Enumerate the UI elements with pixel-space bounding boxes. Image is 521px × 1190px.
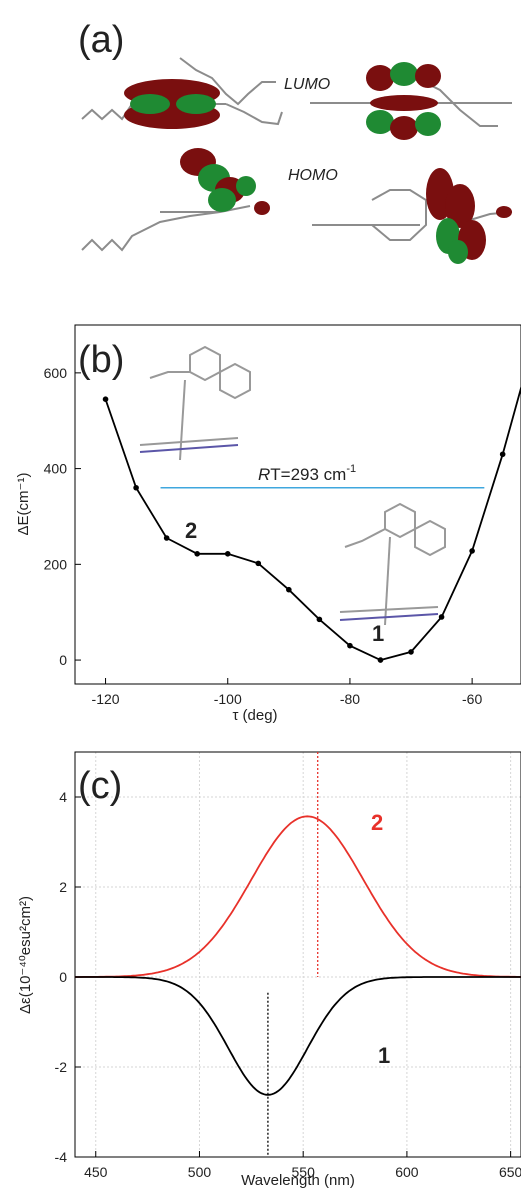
lobe bbox=[370, 95, 438, 111]
inset-molecule-2 bbox=[139, 345, 251, 461]
molecular-orbital-image bbox=[81, 57, 513, 264]
data-point bbox=[499, 451, 506, 458]
y-tick-label: -4 bbox=[55, 1149, 68, 1165]
x-tick-label: -100 bbox=[214, 691, 242, 707]
data-point bbox=[194, 551, 200, 557]
panel-c: 450 500 550 600 650 -4 -2 0 2 4 (c) 2 1 Wavelengt… bbox=[17, 751, 521, 1189]
state-label-2: 2 bbox=[185, 518, 197, 543]
rt-label: RT=293 cm-1 bbox=[258, 463, 356, 484]
rt-label-italic: R bbox=[258, 465, 270, 484]
y-tick-label: 0 bbox=[59, 969, 67, 985]
y-tick-label: 0 bbox=[59, 652, 67, 668]
y-axis-title: ΔE(cm⁻¹) bbox=[15, 473, 32, 536]
lobe bbox=[415, 112, 441, 136]
y-tick-label: 2 bbox=[59, 879, 67, 895]
lobe bbox=[390, 62, 418, 86]
state-label-2: 2 bbox=[371, 810, 383, 835]
x-tick-label: 450 bbox=[84, 1164, 108, 1180]
rt-label-sup: -1 bbox=[346, 463, 356, 475]
data-point bbox=[316, 616, 323, 623]
x-axis-title: Wavelength (nm) bbox=[241, 1172, 355, 1189]
data-point bbox=[286, 586, 292, 593]
y-axis-title: Δε(10⁻⁴⁰esu²cm²) bbox=[17, 896, 34, 1014]
series-1-line bbox=[75, 976, 521, 1096]
rt-text: RT=293 cm-1 bbox=[258, 463, 356, 484]
lobe bbox=[366, 110, 394, 134]
x-tick-label: -120 bbox=[92, 691, 120, 707]
homo-label: HOMO bbox=[288, 167, 338, 184]
molecule-homo-left bbox=[81, 205, 251, 252]
series-group bbox=[75, 752, 521, 1157]
series-2-line bbox=[75, 815, 521, 978]
data-point bbox=[102, 396, 109, 402]
series-energy-line bbox=[104, 384, 521, 662]
lobe bbox=[176, 94, 216, 114]
data-point bbox=[224, 551, 231, 557]
data-point bbox=[377, 657, 384, 663]
series-energy bbox=[102, 384, 521, 663]
panel-a-letter: (a) bbox=[78, 19, 124, 61]
lobe bbox=[130, 94, 170, 114]
panel-c-letter: (c) bbox=[78, 765, 122, 807]
state-label-1: 1 bbox=[372, 621, 384, 646]
data-point bbox=[255, 560, 262, 567]
data-point bbox=[163, 535, 170, 541]
y-tick-label: 200 bbox=[44, 556, 68, 572]
y-tick-label: 600 bbox=[44, 365, 68, 381]
lobe bbox=[236, 176, 256, 196]
lobe bbox=[496, 206, 512, 218]
lobe bbox=[390, 116, 418, 140]
lobe bbox=[254, 201, 270, 215]
panel-b-letter: (b) bbox=[78, 339, 124, 381]
data-point bbox=[347, 642, 353, 649]
x-tick-label: 600 bbox=[395, 1164, 419, 1180]
data-point bbox=[408, 649, 414, 655]
plot-frame bbox=[74, 324, 521, 685]
y-tick-label: 4 bbox=[59, 789, 67, 805]
lumo-label: LUMO bbox=[284, 76, 330, 93]
x-tick-label: -60 bbox=[462, 691, 482, 707]
lobe bbox=[208, 188, 236, 212]
plot-frame bbox=[74, 751, 521, 1158]
data-point bbox=[469, 548, 475, 554]
x-tick-label: 550 bbox=[292, 1164, 316, 1180]
x-tick-label: 650 bbox=[499, 1164, 521, 1180]
x-axis-title: τ (deg) bbox=[232, 707, 277, 724]
x-tick-label: -80 bbox=[340, 691, 360, 707]
lobe bbox=[415, 64, 441, 88]
y-tick-label: 400 bbox=[44, 461, 68, 477]
lobe bbox=[366, 65, 394, 91]
data-point bbox=[133, 484, 139, 491]
lobe bbox=[445, 184, 475, 228]
panel-a: (a) LUMO HOMO bbox=[78, 19, 513, 264]
panel-b: (b) -120 -100 -80 -60 0 200 400 600 RT=293 cm-1… bbox=[15, 324, 521, 724]
x-tick-label: 500 bbox=[188, 1164, 212, 1180]
lobe bbox=[448, 240, 468, 264]
y-tick-label: -2 bbox=[55, 1059, 68, 1075]
inset-molecule-1 bbox=[339, 502, 446, 626]
rt-label-main: T=293 cm bbox=[270, 465, 346, 484]
data-point bbox=[438, 614, 445, 620]
state-label-1: 1 bbox=[378, 1043, 390, 1068]
